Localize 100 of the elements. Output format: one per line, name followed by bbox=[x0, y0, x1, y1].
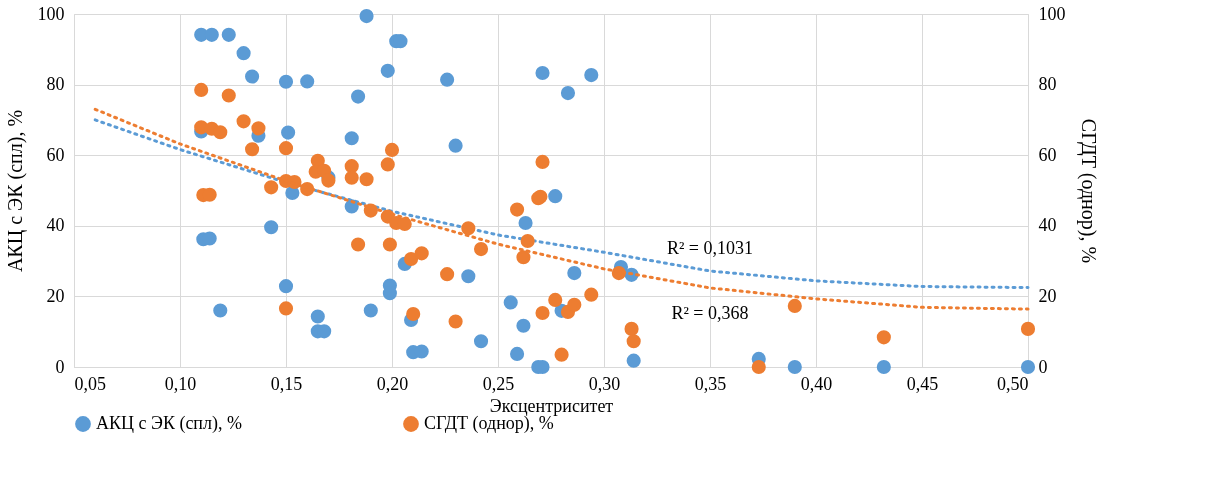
point bbox=[503, 295, 518, 310]
y-tick-label: 60 bbox=[46, 144, 65, 165]
point bbox=[567, 266, 582, 281]
point bbox=[213, 303, 228, 318]
point bbox=[876, 359, 891, 375]
point bbox=[406, 306, 421, 322]
point bbox=[548, 292, 563, 307]
legend-label: АКЦ с ЭК (спл), % bbox=[96, 413, 242, 434]
point bbox=[448, 138, 463, 153]
point bbox=[876, 330, 891, 345]
y-axis-title: АКЦ с ЭК (спл), % bbox=[3, 109, 27, 273]
point bbox=[518, 215, 533, 231]
point bbox=[278, 279, 294, 294]
point bbox=[548, 189, 563, 204]
point bbox=[535, 305, 550, 321]
point bbox=[520, 233, 535, 249]
point bbox=[516, 250, 531, 265]
point bbox=[461, 221, 476, 236]
point bbox=[535, 154, 550, 169]
point bbox=[473, 334, 489, 349]
point bbox=[380, 157, 395, 172]
annotation: R² = 0,1031 bbox=[666, 237, 754, 258]
point bbox=[380, 63, 395, 78]
x-tick-label: 0,05 bbox=[74, 373, 106, 394]
x-axis-title: Эксцентриситет bbox=[489, 395, 614, 416]
point bbox=[516, 318, 531, 333]
point bbox=[281, 125, 296, 140]
y-tick-label: 80 bbox=[46, 74, 65, 95]
point bbox=[278, 301, 294, 316]
point bbox=[245, 142, 260, 157]
point bbox=[624, 321, 639, 336]
point bbox=[404, 251, 419, 267]
y2-tick-label: 40 bbox=[1038, 215, 1057, 236]
point bbox=[236, 114, 251, 129]
point bbox=[363, 303, 378, 318]
point bbox=[787, 359, 802, 375]
annotation: R² = 0,368 bbox=[671, 302, 749, 323]
point bbox=[264, 180, 279, 195]
point bbox=[359, 9, 374, 24]
point bbox=[344, 159, 359, 174]
line-series bbox=[93, 118, 1030, 290]
point bbox=[535, 65, 550, 81]
y-tick-label: 100 bbox=[37, 3, 65, 24]
y-tick-label: 20 bbox=[46, 285, 65, 306]
point bbox=[264, 220, 279, 235]
x-tick-label: 0,20 bbox=[376, 373, 409, 394]
point bbox=[344, 170, 359, 185]
point bbox=[351, 89, 366, 104]
x-tick-label: 0,10 bbox=[164, 373, 197, 394]
point bbox=[344, 131, 359, 146]
point bbox=[221, 27, 236, 42]
y2-tick-label: 0 bbox=[1038, 356, 1048, 377]
point bbox=[221, 88, 236, 103]
point bbox=[567, 297, 582, 312]
point bbox=[584, 287, 599, 302]
y2-tick-label: 100 bbox=[1038, 3, 1066, 24]
x-tick-label: 0,35 bbox=[694, 373, 727, 394]
point bbox=[194, 82, 209, 97]
x-tick-label: 0,45 bbox=[906, 373, 939, 394]
y2-tick-label: 20 bbox=[1038, 285, 1057, 306]
point bbox=[554, 347, 569, 362]
point bbox=[461, 269, 476, 284]
point bbox=[382, 237, 397, 252]
point bbox=[1020, 321, 1036, 336]
point bbox=[448, 314, 463, 329]
point bbox=[251, 121, 266, 136]
point bbox=[414, 246, 429, 261]
point bbox=[440, 267, 455, 282]
y-tick-label: 40 bbox=[46, 215, 65, 236]
point bbox=[310, 309, 325, 324]
x-tick-label: 0,25 bbox=[482, 373, 515, 394]
point bbox=[510, 346, 525, 361]
point bbox=[300, 74, 315, 89]
point bbox=[560, 86, 576, 101]
point bbox=[751, 359, 766, 375]
point bbox=[204, 27, 219, 42]
point bbox=[245, 69, 260, 84]
point bbox=[213, 125, 228, 140]
point bbox=[440, 72, 455, 87]
y-tick-label: 0 bbox=[55, 356, 65, 377]
x-tick-label: 0,40 bbox=[800, 373, 833, 394]
point bbox=[278, 74, 294, 89]
point bbox=[384, 142, 400, 157]
point bbox=[278, 141, 294, 156]
y2-axis-title: СГДТ (однор), % bbox=[1076, 118, 1100, 264]
y2-tick-label: 80 bbox=[1038, 74, 1057, 95]
point bbox=[1020, 359, 1036, 375]
point bbox=[359, 172, 374, 187]
x-tick-label: 0,50 bbox=[997, 373, 1029, 394]
point bbox=[626, 353, 641, 368]
point bbox=[584, 68, 599, 83]
x-tick-label: 0,30 bbox=[588, 373, 621, 394]
y2-tick-label: 60 bbox=[1038, 144, 1057, 165]
point bbox=[473, 242, 489, 257]
point bbox=[787, 298, 802, 313]
point bbox=[626, 334, 641, 349]
point bbox=[351, 237, 366, 252]
point bbox=[236, 46, 251, 61]
point bbox=[510, 202, 525, 217]
x-tick-label: 0,15 bbox=[270, 373, 303, 394]
